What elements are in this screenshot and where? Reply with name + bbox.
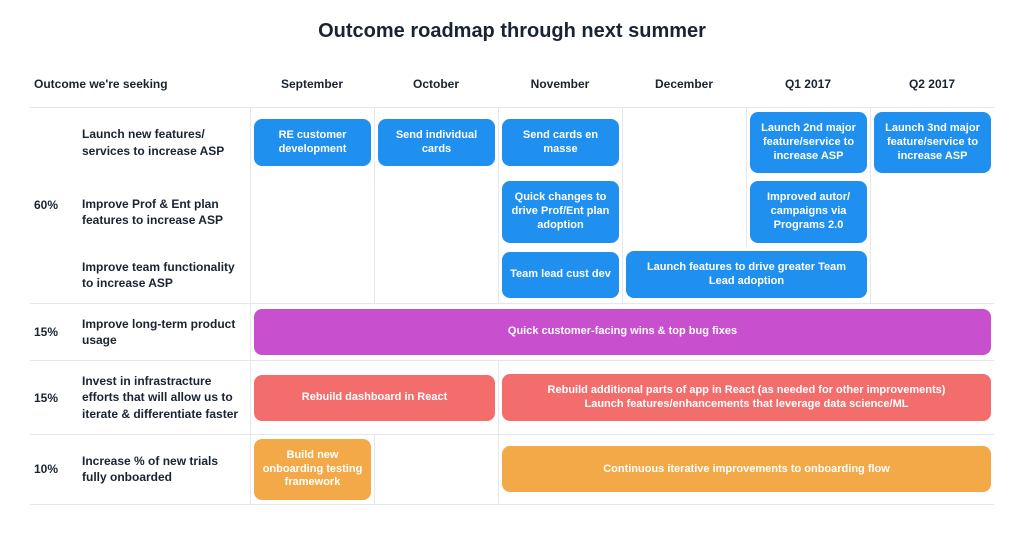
roadmap-item: Quick changes to drive Prof/Ent plan ado… xyxy=(502,181,619,242)
roadmap-item: Continuous iterative improvements to onb… xyxy=(502,446,991,492)
roadmap-item: Launch 3nd major feature/service to incr… xyxy=(874,112,991,173)
column-header: November xyxy=(498,67,622,108)
roadmap-cell-empty xyxy=(374,247,498,304)
roadmap-cell: Send cards en masse xyxy=(498,108,622,177)
roadmap-grid: Outcome we're seekingSeptemberOctoberNov… xyxy=(30,67,994,505)
roadmap-cell: Launch 3nd major feature/service to incr… xyxy=(870,108,994,177)
column-header: Q1 2017 xyxy=(746,67,870,108)
roadmap-cell: Quick changes to drive Prof/Ent plan ado… xyxy=(498,177,622,246)
roadmap-cell: Rebuild additional parts of app in React… xyxy=(498,361,994,435)
roadmap-item: Launch features to drive greater Team Le… xyxy=(626,251,867,299)
outcome-label: Invest in infrastracture efforts that wi… xyxy=(80,361,250,435)
roadmap-item: Build new onboarding testing framework xyxy=(254,439,371,500)
roadmap-cell-empty xyxy=(622,177,746,246)
roadmap-item: Rebuild additional parts of app in React… xyxy=(502,374,991,422)
column-header: Q2 2017 xyxy=(870,67,994,108)
roadmap-cell-empty xyxy=(870,247,994,304)
page-title: Outcome roadmap through next summer xyxy=(30,20,994,43)
roadmap-item: Rebuild dashboard in React xyxy=(254,375,495,421)
outcome-label: Improve Prof & Ent plan features to incr… xyxy=(80,177,250,246)
roadmap-cell: Quick customer-facing wins & top bug fix… xyxy=(250,304,994,361)
outcome-label: Increase % of new trials fully onboarded xyxy=(80,435,250,505)
roadmap-cell-empty xyxy=(250,177,374,246)
roadmap-cell-empty xyxy=(374,177,498,246)
percent-label: 10% xyxy=(30,435,80,505)
outcome-label: Improve long-term product usage xyxy=(80,304,250,361)
roadmap-cell: Improved autor/ campaigns via Programs 2… xyxy=(746,177,870,246)
roadmap-cell: Rebuild dashboard in React xyxy=(250,361,498,435)
outcome-label: Launch new features/ services to increas… xyxy=(80,108,250,177)
roadmap-cell-empty xyxy=(374,435,498,505)
percent-label: 60% xyxy=(30,108,80,304)
column-header: October xyxy=(374,67,498,108)
roadmap-cell: Launch 2nd major feature/service to incr… xyxy=(746,108,870,177)
roadmap-item: Launch 2nd major feature/service to incr… xyxy=(750,112,867,173)
percent-label: 15% xyxy=(30,304,80,361)
roadmap-item: Send individual cards xyxy=(378,119,495,167)
roadmap-item: Quick customer-facing wins & top bug fix… xyxy=(254,309,991,355)
column-header: December xyxy=(622,67,746,108)
roadmap-cell: Launch features to drive greater Team Le… xyxy=(622,247,870,304)
column-header-outcome: Outcome we're seeking xyxy=(30,67,250,108)
roadmap-cell: RE customer development xyxy=(250,108,374,177)
roadmap-item: Send cards en masse xyxy=(502,119,619,167)
roadmap-item: Team lead cust dev xyxy=(502,252,619,298)
roadmap-cell: Team lead cust dev xyxy=(498,247,622,304)
roadmap-cell-empty xyxy=(622,108,746,177)
column-header: September xyxy=(250,67,374,108)
roadmap-cell: Continuous iterative improvements to onb… xyxy=(498,435,994,505)
percent-label: 15% xyxy=(30,361,80,435)
roadmap-cell: Send individual cards xyxy=(374,108,498,177)
roadmap-cell: Build new onboarding testing framework xyxy=(250,435,374,505)
roadmap-cell-empty xyxy=(870,177,994,246)
roadmap-cell-empty xyxy=(250,247,374,304)
roadmap-item: RE customer development xyxy=(254,119,371,167)
outcome-label: Improve team functionality to increase A… xyxy=(80,247,250,304)
roadmap-item: Improved autor/ campaigns via Programs 2… xyxy=(750,181,867,242)
